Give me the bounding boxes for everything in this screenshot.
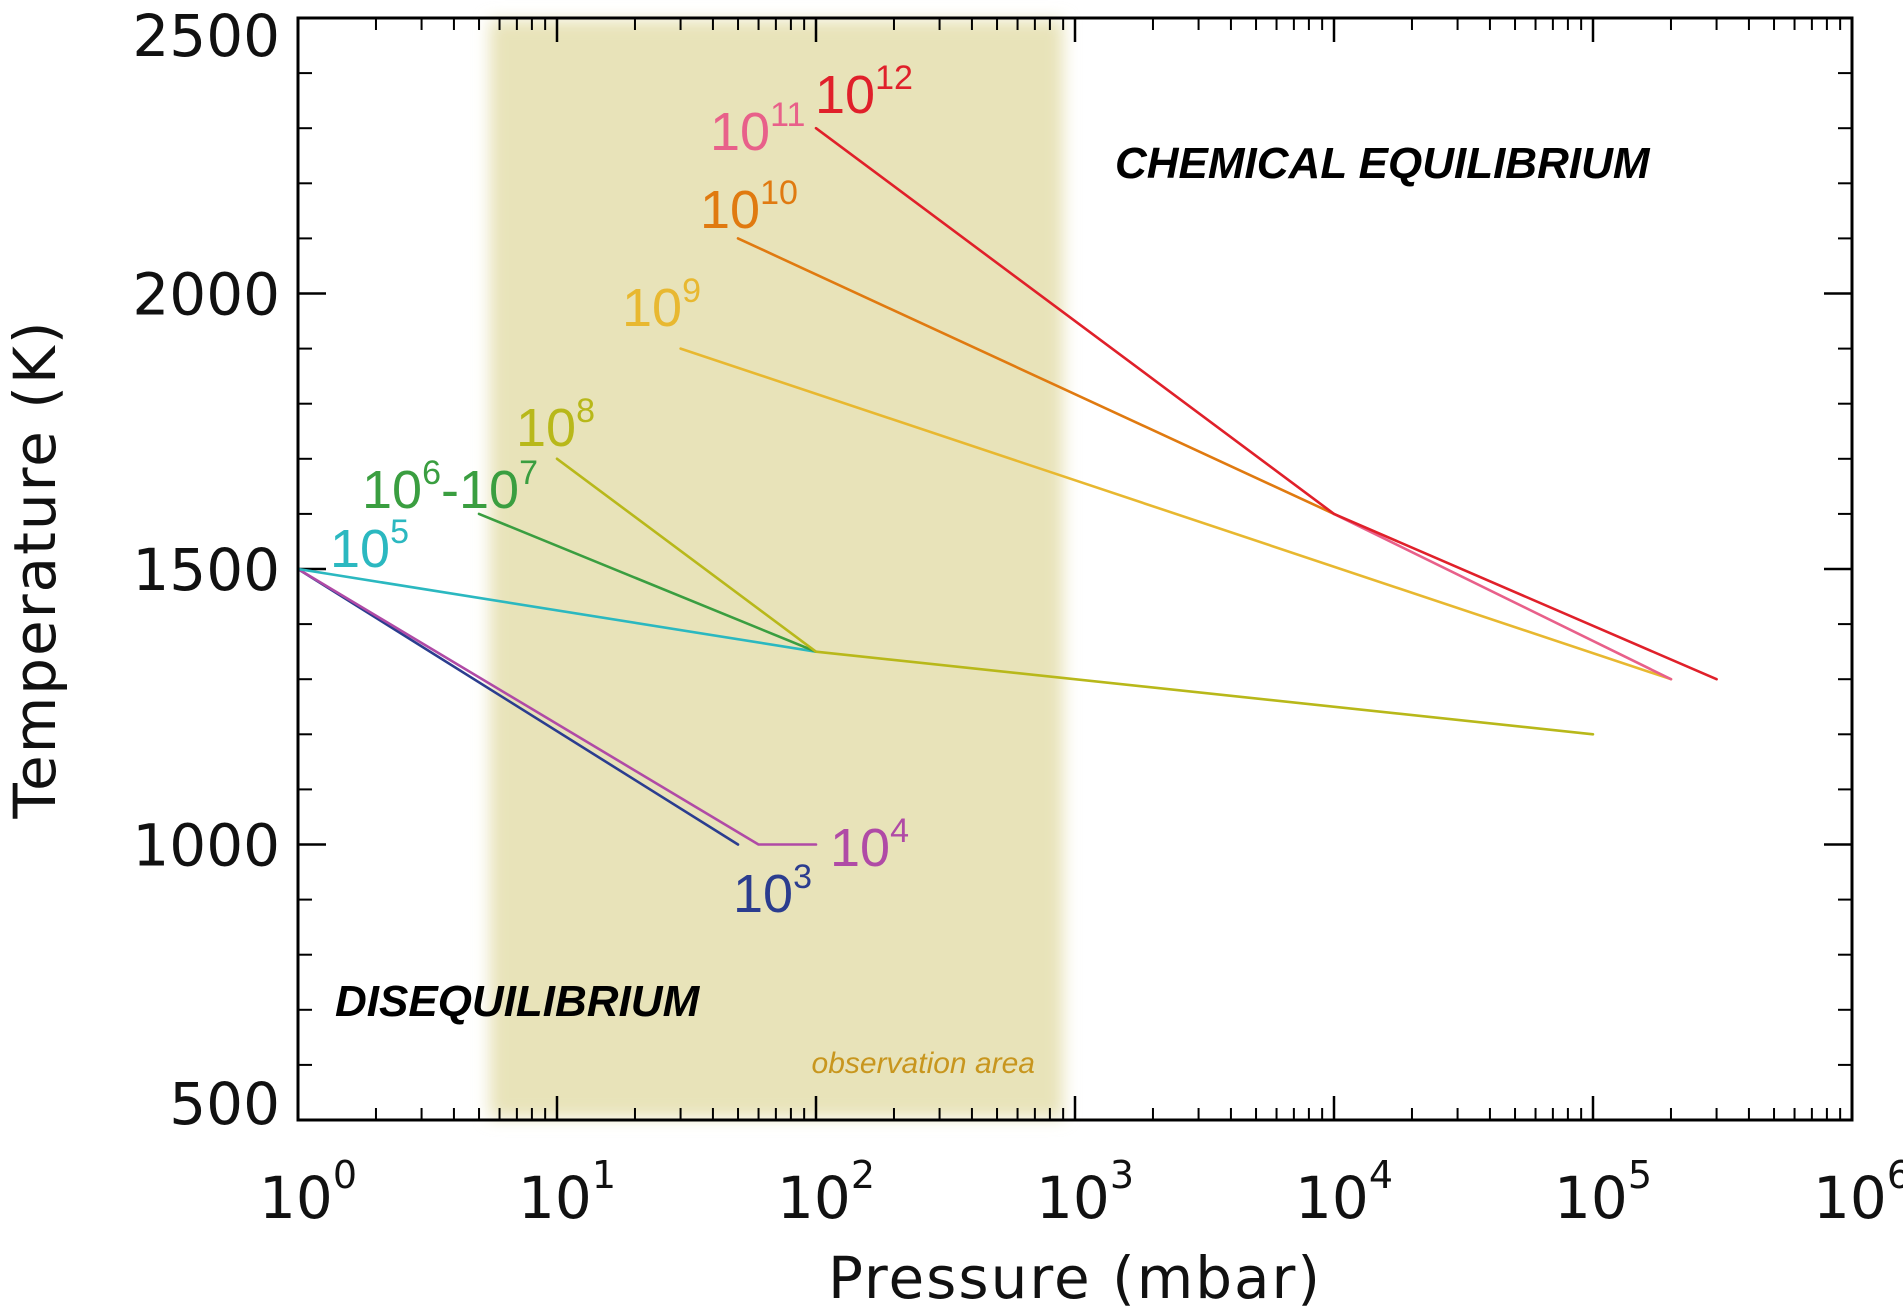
series-label-exponent: 10	[760, 174, 798, 212]
x-tick-exponent: 1	[592, 1153, 616, 1197]
series-label-exponent: 6	[422, 454, 441, 492]
series-lines	[296, 126, 1718, 846]
x-tick-base: 10	[1813, 1164, 1887, 1232]
x-tick-label: 105	[1554, 1153, 1652, 1232]
x-tick-base: 10	[518, 1164, 592, 1232]
x-tick-base: 10	[1554, 1164, 1628, 1232]
series-label-base: 10	[330, 519, 390, 579]
series-label-6: 1010	[700, 174, 798, 240]
series-line-4	[555, 457, 1595, 736]
series-label-base: 10	[815, 65, 875, 125]
y-tick-label: 500	[169, 1070, 280, 1138]
series-label-exponent: 3	[793, 858, 812, 896]
series-label-exponent-2: 7	[519, 454, 538, 492]
series-label-exponent: 5	[390, 513, 409, 551]
series-label-exponent: 11	[770, 96, 805, 134]
series-label-3: 106-107	[362, 454, 538, 520]
x-tick-label: 103	[1036, 1153, 1134, 1232]
series-label-dash: -	[441, 460, 459, 520]
series-label-5: 109	[622, 272, 701, 338]
y-tick-label: 2500	[132, 2, 280, 70]
series-label-1: 104	[830, 812, 909, 878]
series-label-exponent: 12	[875, 59, 913, 97]
series-label-base: 10	[710, 102, 770, 162]
y-tick-label: 2000	[132, 261, 280, 329]
x-tick-base: 10	[259, 1164, 333, 1232]
disequilibrium-label: DISEQUILIBRIUM	[335, 977, 701, 1026]
x-tick-label: 102	[777, 1153, 875, 1232]
observation-area-band	[489, 20, 1064, 1118]
y-tick-label: 1000	[132, 812, 280, 880]
y-tick-label: 1500	[132, 536, 280, 604]
series-line-0	[296, 567, 740, 846]
minor-ticks	[298, 18, 1852, 1120]
x-tick-label: 106	[1813, 1153, 1903, 1232]
series-label-base: 10	[700, 180, 760, 240]
x-tick-exponent: 4	[1369, 1153, 1393, 1197]
series-line-1	[296, 567, 818, 846]
series-label-exponent: 4	[890, 812, 909, 850]
series-label-base-2: 10	[459, 460, 519, 520]
plot-frame	[296, 16, 1854, 1122]
x-tick-base: 10	[1036, 1164, 1110, 1232]
series-line-5	[679, 347, 1673, 681]
x-tick-exponent: 3	[1110, 1153, 1134, 1197]
chemical-equilibrium-label: CHEMICAL EQUILIBRIUM	[1115, 139, 1651, 188]
series-label-base: 10	[622, 278, 682, 338]
observation-area-label: observation area	[812, 1047, 1035, 1080]
y-tick-labels: 500 1000 1500 2000 2500	[132, 2, 280, 1138]
series-label-base: 10	[516, 398, 576, 458]
x-tick-label: 104	[1295, 1153, 1393, 1232]
series-label-8: 1012	[815, 59, 913, 125]
series-line-6	[736, 237, 1336, 516]
series-label-base: 10	[830, 818, 890, 878]
x-tick-exponent: 5	[1628, 1153, 1652, 1197]
x-tick-base: 10	[1295, 1164, 1369, 1232]
x-tick-exponent: 2	[851, 1153, 875, 1197]
x-tick-label: 100	[259, 1153, 357, 1232]
series-label-exponent: 8	[576, 392, 595, 430]
series-line-3	[477, 512, 818, 654]
x-tick-exponent: 0	[333, 1153, 357, 1197]
series-line-2	[296, 567, 818, 654]
series-label-2: 105	[330, 513, 409, 579]
series-line-8	[814, 126, 1718, 681]
observation-area-shading	[489, 20, 1064, 1118]
series-label-7: 1011	[710, 96, 805, 162]
x-tick-base: 10	[777, 1164, 851, 1232]
series-label-4: 108	[516, 392, 595, 458]
series-label-base: 10	[362, 460, 422, 520]
series-line-7	[1332, 512, 1673, 681]
series-label-exponent: 9	[682, 272, 701, 310]
y-axis-title: Temperature (K)	[1, 319, 69, 819]
series-label-base: 10	[733, 864, 793, 924]
x-tick-label: 101	[518, 1153, 616, 1232]
x-tick-labels: 100 101 102 103 104 105 106	[259, 1153, 1903, 1232]
series-label-0: 103	[733, 858, 812, 924]
x-tick-exponent: 6	[1887, 1153, 1903, 1197]
x-axis-title: Pressure (mbar)	[828, 1244, 1322, 1312]
